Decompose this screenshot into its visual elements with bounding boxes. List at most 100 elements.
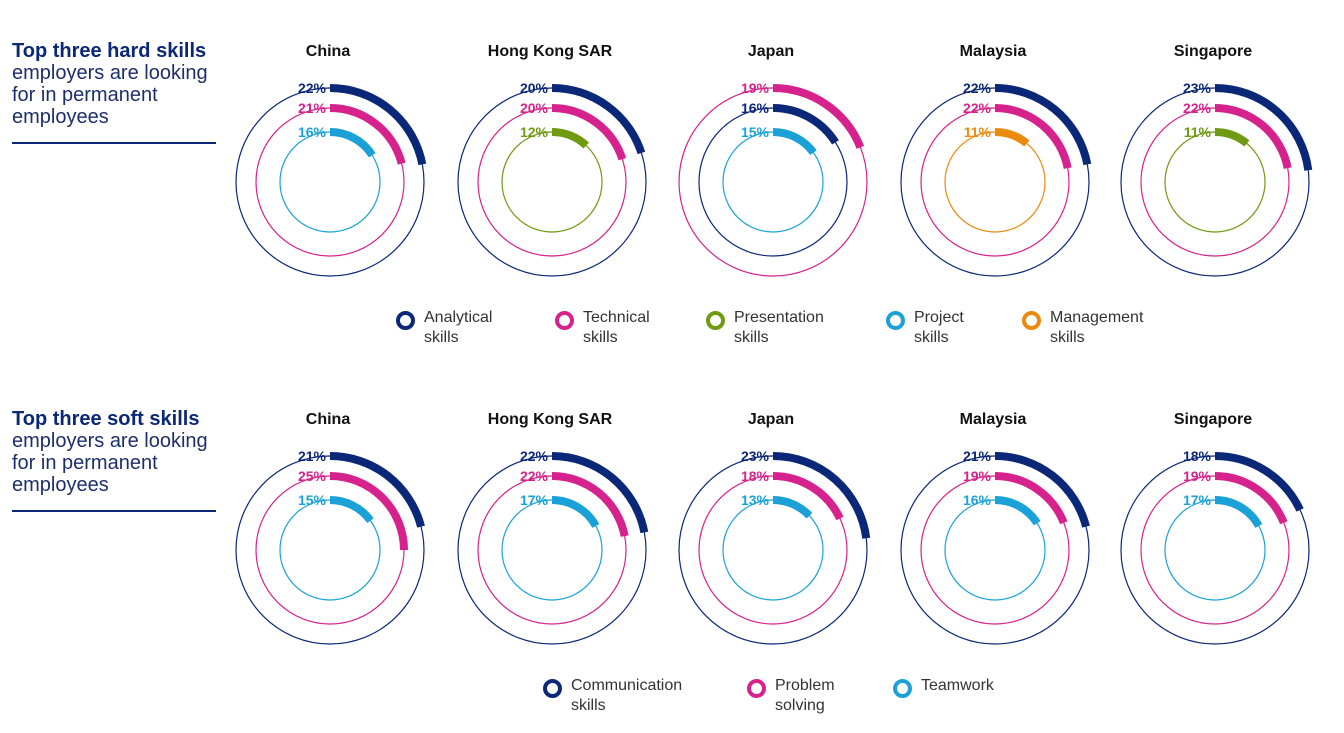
hard-ring-track	[501, 131, 603, 233]
hard-ring-value-label: 23%	[1183, 80, 1212, 96]
soft-ring-bar-communication-skills	[1214, 452, 1304, 512]
hard-ring-value-label: 22%	[1183, 100, 1212, 116]
hard-ring-value-label: 16%	[741, 100, 770, 116]
legend-label-line: Management	[1050, 309, 1144, 326]
soft-ring-value-label: 18%	[1183, 448, 1212, 464]
soft-ring-value-label: 23%	[741, 448, 770, 464]
hard-ring-value-label: 12%	[520, 124, 549, 140]
soft-legend-item-teamwork: Teamwork	[893, 676, 994, 698]
hard-ring-bar-analytical-skills	[329, 84, 427, 166]
hard-panel-hong-kong-sar: Hong Kong SAR 20% 20% 12%	[457, 43, 647, 277]
soft-ring-value-label: 19%	[1183, 468, 1212, 484]
hard-ring-value-label: 22%	[963, 100, 992, 116]
legend-label-line: Problem	[775, 677, 835, 694]
hard-region-title: Singapore	[1174, 43, 1252, 60]
soft-ring-bar-communication-skills	[772, 452, 871, 539]
soft-ring-value-label: 16%	[963, 492, 992, 508]
soft-panel-china: China 21% 25% 15%	[235, 411, 425, 645]
soft-region-title: Japan	[748, 411, 794, 428]
legend-ring-icon	[747, 679, 766, 698]
soft-skills-divider	[12, 510, 216, 512]
legend-label-line: Technical	[583, 309, 650, 326]
legend-ring-icon	[886, 311, 905, 330]
hard-region-title: Malaysia	[960, 43, 1027, 60]
hard-ring-bar-presentation-skills	[551, 128, 589, 149]
soft-region-title: China	[306, 411, 351, 428]
hard-legend-item-project-skills: Project skills	[886, 308, 964, 348]
soft-ring-bar-problem-solving	[329, 472, 408, 551]
hard-skills-divider	[12, 142, 216, 144]
soft-ring-value-label: 21%	[963, 448, 992, 464]
hard-legend-item-presentation-skills: Presentation skills	[706, 308, 824, 348]
hard-ring-track	[1164, 131, 1266, 233]
soft-ring-value-label: 22%	[520, 468, 549, 484]
hard-panel-singapore: Singapore 23% 22% 11%	[1120, 43, 1313, 277]
legend-label-line: skills	[734, 329, 769, 346]
hard-panel-china: China 22% 21% 16%	[235, 43, 427, 277]
hard-legend-item-analytical-skills: Analytical skills	[396, 308, 492, 348]
soft-ring-value-label: 17%	[520, 492, 549, 508]
soft-ring-bar-teamwork	[772, 496, 813, 519]
legend-ring-icon	[555, 311, 574, 330]
legend-label: Management skills	[1050, 308, 1143, 348]
legend-label: Teamwork	[921, 676, 994, 696]
soft-ring-bar-problem-solving	[551, 472, 629, 537]
legend-label: Project skills	[914, 308, 964, 348]
hard-panel-malaysia: Malaysia 22% 22% 11%	[900, 43, 1092, 277]
legend-ring-icon	[1022, 311, 1041, 330]
hard-skills-title-bold: Top three hard skills	[12, 40, 207, 62]
hard-ring-value-label: 16%	[298, 124, 327, 140]
legend-label-line: Project	[914, 309, 964, 326]
legend-label: Technical skills	[583, 308, 650, 348]
legend-ring-icon	[893, 679, 912, 698]
hard-ring-bar-analytical-skills	[1214, 84, 1313, 171]
hard-ring-value-label: 22%	[298, 80, 327, 96]
soft-skills-title-bold: Top three soft skills	[12, 408, 200, 430]
soft-ring-bar-teamwork	[1214, 496, 1263, 528]
soft-ring-bar-teamwork	[551, 496, 600, 528]
legend-label-line: skills	[424, 329, 459, 346]
hard-ring-bar-technical-skills	[1214, 104, 1292, 169]
legend-label-line: Teamwork	[921, 677, 994, 694]
legend-label-line: solving	[775, 697, 825, 714]
soft-skills-section: Top three soft skills employers are look…	[0, 368, 1344, 733]
soft-region-title: Singapore	[1174, 411, 1252, 428]
hard-ring-bar-analytical-skills	[551, 84, 646, 155]
hard-skills-radial-charts: China 22% 21% 16% Hong Kong SAR 20% 20% 12% Japa…	[235, 43, 1313, 277]
hard-ring-value-label: 15%	[741, 124, 770, 140]
soft-panel-japan: Japan 23% 18% 13%	[678, 411, 871, 645]
soft-panel-malaysia: Malaysia 21% 19% 16%	[900, 411, 1090, 645]
hard-region-title: China	[306, 43, 351, 60]
legend-label-line: skills	[914, 329, 949, 346]
hard-panel-japan: Japan 19% 16% 15%	[678, 43, 868, 277]
soft-skills-radial-charts: China 21% 25% 15% Hong Kong SAR 22% 22% 17% Japa…	[235, 411, 1310, 645]
soft-ring-bar-communication-skills	[994, 452, 1090, 528]
soft-legend-item-communication-skills: Communication skills	[543, 676, 682, 716]
soft-region-title: Hong Kong SAR	[488, 411, 613, 428]
hard-ring-bar-technical-skills	[551, 104, 627, 161]
soft-skills-title-line-2: for in permanent	[12, 452, 158, 474]
legend-label-line: skills	[583, 329, 618, 346]
soft-ring-bar-problem-solving	[1214, 472, 1288, 525]
soft-ring-bar-teamwork	[329, 496, 374, 524]
soft-legend-item-problem-solving: Problem solving	[747, 676, 835, 716]
legend-ring-icon	[706, 311, 725, 330]
hard-ring-bar-technical-skills	[994, 104, 1072, 169]
soft-ring-bar-communication-skills	[551, 452, 649, 534]
legend-ring-icon	[396, 311, 415, 330]
legend-label-line: Communication	[571, 677, 683, 694]
soft-panel-singapore: Singapore 18% 19% 17%	[1120, 411, 1310, 645]
hard-ring-bar-analytical-skills	[994, 84, 1092, 166]
hard-skills-title-line-1: employers are looking	[12, 62, 208, 84]
hard-ring-value-label: 11%	[1184, 124, 1212, 140]
legend-label: Presentation skills	[734, 308, 824, 348]
soft-ring-value-label: 25%	[298, 468, 327, 484]
soft-ring-value-label: 13%	[741, 492, 770, 508]
hard-ring-track	[944, 131, 1046, 233]
hard-ring-bar-management-skills	[994, 128, 1030, 147]
hard-skills-section: Top three hard skills employers are look…	[12, 40, 1313, 348]
legend-label: Problem solving	[775, 676, 835, 716]
hard-ring-value-label: 19%	[741, 80, 770, 96]
legend-label-line: skills	[1050, 329, 1085, 346]
hard-skills-title-line-3: employees	[12, 106, 109, 128]
